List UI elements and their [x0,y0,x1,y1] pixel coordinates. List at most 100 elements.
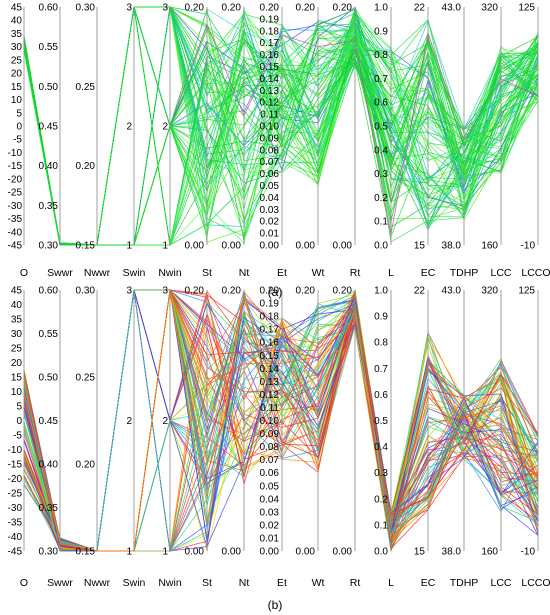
tick-label: 5 [16,402,22,413]
panel-a: 45 40 35 30 25 20 15 10 5 0 -5 -10 -15 -20 -25 -30 -35 -4… [8,3,550,300]
tick-label: 10 [11,95,23,106]
tick-label: 0.02 [260,217,280,228]
tick-label: 0.00 [296,547,316,558]
tick-label: 0.13 [260,86,280,97]
tick-label: 0.20 [185,286,205,297]
tick-label: 0.30 [76,3,96,14]
axis-name-3: Swin [123,267,146,279]
tick-label: 0.30 [39,241,59,252]
tick-label: 0.60 [39,286,59,297]
tick-label: 0 [16,122,22,133]
tick-label: 15 [414,241,426,252]
tick-label: 35 [11,29,23,40]
tick-label: 0.12 [260,98,280,109]
tick-label: 0.8 [374,338,388,349]
tick-label: 1 [162,547,168,558]
tick-label: 0.00 [185,547,205,558]
tick-label: 0.7 [374,74,388,85]
tick-label: 40 [11,300,23,311]
tick-label: 0.00 [296,241,316,252]
tick-label: 38.0 [442,241,462,252]
tick-label: 320 [481,286,498,297]
tick-label: 1 [126,241,132,252]
panel-label: (a) [268,285,283,299]
tick-label: 0.40 [39,161,59,172]
tick-label: 0.20 [76,460,96,471]
tick-label: 0.6 [374,98,388,109]
tick-label: 0.20 [260,3,280,14]
tick-label: 0.4 [374,442,388,453]
tick-label: 0.14 [260,364,280,375]
axis-name-5: St [202,577,212,589]
tick-label: 0.04 [260,193,280,204]
series-line [23,303,539,552]
axis-name-7: Et [277,267,287,279]
tick-label: 0.15 [260,351,280,362]
axis-name-4: Nwin [158,267,181,279]
axis-name-8: Wt [312,267,325,279]
tick-label: 0.07 [260,455,280,466]
axis-name-13: LCC [490,577,511,589]
tick-label: 2 [162,416,168,427]
tick-label: 0.20 [185,3,205,14]
tick-label: 0.3 [374,468,388,479]
tick-label: 0.20 [222,286,242,297]
axis-name-9: Rt [350,267,361,279]
tick-label: 0.30 [39,547,59,558]
tick-label: 0.2 [374,193,388,204]
tick-label: 0.9 [374,312,388,323]
tick-label: -25 [8,489,23,500]
tick-label: -10 [8,445,23,456]
tick-label: 22 [414,286,426,297]
tick-label: 160 [481,547,498,558]
tick-label: 0.17 [260,38,280,49]
tick-label: 0.06 [260,169,280,180]
tick-label: -35 [8,518,23,529]
axis-name-3: Swin [123,577,146,589]
tick-label: -20 [8,474,23,485]
axis-name-1: Swwr [47,577,73,589]
tick-label: 0.16 [260,50,280,61]
tick-label: 0.35 [39,201,59,212]
tick-label: 0.19 [260,299,280,310]
tick-label: 45 [11,3,23,14]
tick-label: 0.3 [374,169,388,180]
tick-label: 0.19 [260,14,280,25]
axis-name-11: EC [421,577,436,589]
tick-label: 2 [126,416,132,427]
tick-label: 0.2 [374,494,388,505]
tick-label: 0.15 [76,547,96,558]
tick-label: -10 [8,148,23,159]
panel-label: (b) [268,598,283,612]
tick-label: 30 [11,329,23,340]
axis-name-10: L [388,577,394,589]
axis-name-2: Nwwr [84,267,111,279]
tick-label: 3 [126,286,132,297]
tick-label: 0.08 [260,145,280,156]
tick-label: 0.01 [260,533,280,544]
tick-label: 0.16 [260,338,280,349]
tick-label: -20 [8,174,23,185]
tick-label: 0.30 [76,286,96,297]
tick-label: 25 [11,55,23,66]
tick-label: 0.45 [39,122,59,133]
axis-name-6: Nt [239,577,250,589]
tick-label: 2 [162,122,168,133]
tick-label: 0.20 [296,286,316,297]
tick-label: 0.20 [296,3,316,14]
tick-label: 0.45 [39,416,59,427]
tick-label: 22 [414,3,426,14]
tick-label: 15 [11,82,23,93]
tick-label: 0.04 [260,494,280,505]
tick-label: 320 [481,3,498,14]
tick-label: 0.00 [260,241,280,252]
tick-label: -30 [8,503,23,514]
tick-label: -5 [13,135,22,146]
tick-label: 0.11 [260,110,279,121]
tick-label: 125 [518,3,535,14]
tick-label: 0.18 [260,312,280,323]
axis-name-9: Rt [350,577,361,589]
tick-label: 0.08 [260,442,280,453]
tick-label: 0.09 [260,429,280,440]
tick-label: 2 [126,122,132,133]
